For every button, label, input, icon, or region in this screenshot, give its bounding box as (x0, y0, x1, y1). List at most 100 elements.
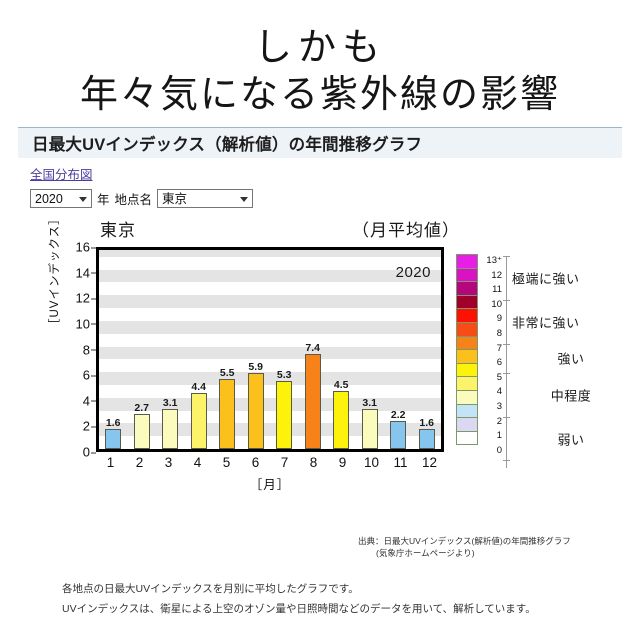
legend-scale-number: 7 (496, 342, 502, 354)
footer-notes: 各地点の日最大UVインデックスを月別に平均したグラフです。 UVインデックスは、… (62, 580, 620, 620)
plot-area: 2020 1.6 2.7 3.1 4.4 5.5 5.9 5.3 7.4 4.5 3.1 2.2 1.… (96, 247, 444, 453)
controls-area: 全国分布図 2020 年 地点名 東京 (0, 158, 640, 209)
y-tick-label: 6 (82, 367, 97, 383)
source-line-1: 出典：日最大UVインデックス(解析値)の年間推移グラフ (358, 536, 571, 546)
bar-slot: 5.5 (213, 250, 242, 450)
legend-swatch (456, 430, 478, 446)
bar-value-label: 5.9 (248, 361, 264, 374)
y-axis-ticks: 0 2 4 6 8 10 12 14 16 (60, 240, 97, 460)
bar-value-label: 1.6 (105, 416, 121, 429)
bar[interactable]: 5.9 (247, 361, 264, 450)
uv-index-legend: 13⁺ 12 11 10 9 8 7 6 5 4 3 2 1 0 極端に強い 非常に強い 強い 中程度 弱い (456, 254, 636, 472)
legend-swatch (456, 362, 478, 378)
legend-swatch (456, 417, 478, 432)
legend-separator-tick (503, 372, 510, 374)
x-tick-label: 3 (164, 455, 173, 471)
y-tick-label: 2 (82, 418, 97, 434)
note-line-2: UVインデックスは、衛星による上空のオゾン量や日照時間などのデータを用いて、解析… (62, 602, 536, 615)
legend-swatch (456, 294, 478, 310)
legend-separator-tick (503, 299, 510, 301)
grid-band (99, 397, 441, 411)
panel-header: 日最大UVインデックス（解析値）の年間推移グラフ (18, 127, 622, 159)
legend-scale-number: 5 (496, 371, 502, 383)
year-select-wrapper[interactable]: 2020 (30, 189, 92, 209)
bar-slot: 5.3 (270, 250, 299, 450)
bar-value-label: 5.5 (219, 366, 235, 379)
x-axis-label: ［月］ (249, 478, 291, 493)
hero-headline: しかも 年々気になる紫外線の影響 (0, 0, 640, 118)
legend-swatch (456, 335, 478, 351)
bar-value-label: 4.4 (191, 380, 207, 393)
grid-band (99, 320, 441, 334)
grid-band (99, 250, 441, 257)
legend-scale-number: 10 (491, 298, 502, 310)
bar[interactable]: 2.7 (133, 402, 150, 450)
legend-swatch (456, 349, 478, 364)
y-tick-label: 0 (82, 444, 97, 460)
legend-category-label: 強い (557, 351, 585, 367)
bar-slot: 1.6 (99, 250, 128, 450)
legend-separator-tick (503, 343, 510, 345)
bar-value-label: 3.1 (162, 397, 178, 410)
bar[interactable]: 5.3 (276, 369, 293, 450)
legend-swatch-column (456, 254, 478, 446)
legend-separator-tick (503, 460, 510, 462)
bar-value-label: 3.1 (362, 397, 378, 410)
legend-swatch (456, 308, 478, 324)
legend-category-label: 極端に強い (512, 271, 580, 287)
legend-swatch (456, 281, 478, 296)
bar[interactable]: 2.2 (390, 409, 407, 450)
legend-scale-number: 4 (496, 386, 502, 398)
filter-row: 2020 年 地点名 東京 (30, 189, 640, 209)
legend-separator-tick (503, 416, 510, 418)
bar[interactable]: 3.1 (162, 397, 179, 450)
y-tick-label: 14 (75, 265, 97, 281)
grid-band (99, 269, 441, 283)
legend-scale-number: 12 (491, 269, 502, 281)
panel-title: 日最大UVインデックス（解析値）の年間推移グラフ (32, 136, 423, 155)
place-select[interactable]: 東京 (157, 189, 254, 209)
bar[interactable]: 1.6 (105, 417, 122, 450)
bar-value-label: 2.7 (134, 402, 150, 415)
hero-line-2: 年々気になる紫外線の影響 (79, 71, 560, 116)
legend-swatch (456, 389, 478, 405)
bar[interactable]: 4.4 (190, 381, 207, 450)
bar-slot: 3.1 (356, 250, 385, 450)
bar[interactable]: 7.4 (304, 342, 321, 450)
bar-value-label: 5.3 (276, 369, 292, 382)
legend-axis-line (506, 256, 507, 469)
bar-slot: 1.6 (413, 250, 442, 450)
bar-slot: 5.9 (242, 250, 271, 450)
bar-slot: 7.4 (299, 250, 328, 450)
legend-swatch (456, 267, 478, 283)
bar-value-label: 7.4 (305, 342, 321, 355)
uv-chart-figure: 東京 （月平均値） ［UVインデックス］ 0 2 4 6 8 10 12 14 16 2020 … (0, 212, 640, 514)
legend-swatch (456, 254, 478, 269)
year-select[interactable]: 2020 (30, 189, 92, 209)
nationwide-map-link[interactable]: 全国分布図 (30, 168, 93, 183)
bar[interactable]: 1.6 (418, 417, 435, 450)
grid-band (99, 372, 441, 385)
x-tick-label: 11 (393, 455, 408, 471)
place-select-wrapper[interactable]: 東京 (157, 189, 254, 209)
legend-category-label: 弱い (557, 432, 585, 448)
x-tick-label: 7 (280, 455, 289, 471)
bar-value-label: 4.5 (333, 379, 349, 392)
legend-category-label: 中程度 (550, 388, 592, 404)
bar[interactable]: 5.5 (219, 367, 236, 450)
y-tick-label: 10 (75, 316, 97, 332)
legend-scale-number: 11 (492, 284, 502, 296)
x-tick-label: 12 (421, 455, 438, 471)
bar-slot: 2.2 (384, 250, 413, 450)
legend-scale-number: 9 (496, 313, 502, 325)
grid-band (99, 346, 441, 360)
legend-scale-number: 2 (496, 415, 502, 427)
bar[interactable]: 3.1 (361, 397, 378, 450)
x-tick-label: 9 (338, 455, 347, 471)
bar[interactable]: 4.5 (333, 379, 350, 450)
x-tick-label: 8 (309, 455, 318, 471)
note-line-1: 各地点の日最大UVインデックスを月別に平均したグラフです。 (62, 583, 359, 595)
y-tick-label: 4 (82, 393, 97, 409)
legend-swatch (456, 376, 478, 391)
legend-scale-number: 6 (496, 357, 502, 369)
